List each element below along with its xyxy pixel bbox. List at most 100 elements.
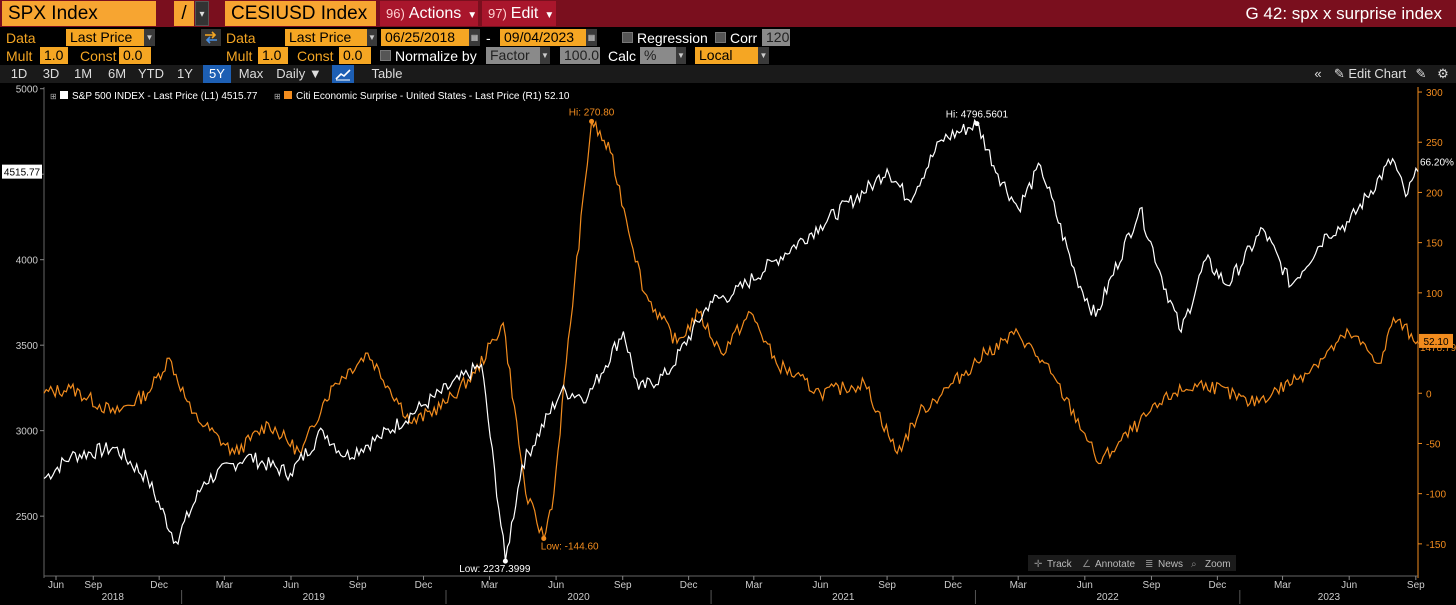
pencil-icon: ✎ [1333, 66, 1345, 81]
price-chart[interactable]: 250030003500400045005000 -150-100-500501… [0, 83, 1456, 605]
security2-field[interactable]: CESIUSD Index [225, 1, 376, 26]
x-tick-label: Dec [680, 580, 698, 591]
frequency-dropdown[interactable]: Daily ▼ [272, 65, 326, 83]
range-3d-button[interactable]: 3D [42, 66, 60, 81]
range-5y-button[interactable]: 5Y [203, 65, 231, 83]
left-tick-label: 3500 [16, 341, 39, 352]
cesi-low-label: Low: -144.60 [541, 541, 599, 552]
annotate-button[interactable]: Annotate [1095, 559, 1135, 570]
corr-period-field[interactable]: 120 [762, 29, 790, 46]
mult2-field[interactable]: 1.0 [258, 47, 288, 64]
line-chart-icon[interactable] [332, 65, 354, 83]
legend-swatch-spx [60, 91, 68, 99]
chevron-down-icon[interactable]: ▼ [758, 47, 769, 64]
range-1m-button[interactable]: 1M [73, 66, 93, 81]
const1-label: Const [80, 48, 117, 64]
const2-field[interactable]: 0.0 [339, 47, 371, 64]
x-tick-label: Sep [614, 580, 632, 591]
data1-select[interactable]: Last Price [66, 29, 144, 46]
right-tick-label: 300 [1426, 88, 1443, 99]
calc-select[interactable]: % [640, 47, 676, 64]
x-tick-label: Sep [1143, 580, 1161, 591]
chevron-down-icon[interactable]: ▼ [144, 29, 155, 46]
swap-icon[interactable] [201, 29, 221, 46]
operator-dropdown-arrow[interactable]: ▾ [195, 1, 209, 26]
data2-label: Data [226, 30, 256, 46]
left-tick-label: 2500 [16, 512, 39, 523]
range-max-button[interactable]: Max [238, 66, 264, 81]
legend-toggle-icon[interactable]: ⊞ [50, 92, 57, 101]
start-date-field[interactable]: 06/25/2018 [381, 29, 469, 46]
right-tick-label: 100 [1426, 289, 1443, 300]
left-tick-label: 5000 [16, 85, 39, 96]
zoom-button[interactable]: Zoom [1205, 559, 1231, 570]
left-tick-label: 3000 [16, 427, 39, 438]
normalize-select[interactable]: Factor [486, 47, 540, 64]
news-button[interactable]: News [1158, 559, 1183, 570]
x-year-label: 2018 [102, 592, 125, 603]
x-tick-label: Jun [283, 580, 299, 591]
table-button[interactable]: Table [371, 66, 403, 81]
chart-overlay-tools: ✛ Track ∠ Annotate ≣ News ⌕ Zoom [1028, 555, 1236, 571]
cesi-last-value-tag [1419, 333, 1453, 348]
spx-last-value: 4515.77 [4, 168, 41, 179]
data2-select[interactable]: Last Price [285, 29, 367, 46]
calendar-icon[interactable]: ▦ [469, 29, 480, 46]
calendar-icon[interactable]: ▦ [586, 29, 597, 46]
range-ytd-button[interactable]: YTD [138, 66, 164, 81]
actions-menu-button[interactable]: 96) Actions ▼ [380, 1, 478, 26]
mult1-label: Mult [6, 48, 33, 64]
regression-checkbox[interactable] [622, 32, 633, 43]
normalize-checkbox[interactable] [380, 50, 391, 61]
track-button[interactable]: Track [1047, 559, 1073, 570]
zoom-icon: ⌕ [1191, 559, 1197, 570]
right-tick-label: 150 [1426, 239, 1443, 250]
chevron-down-icon: ▼ [544, 10, 555, 21]
x-tick-label: Mar [216, 580, 234, 591]
edit-icon[interactable]: ✎ [1415, 66, 1427, 81]
legend-entry-cesi: Citi Economic Surprise - United States -… [296, 91, 570, 102]
x-tick-label: Jun [1077, 580, 1093, 591]
x-year-label: 2023 [1318, 592, 1341, 603]
edit-chart-button[interactable]: ✎ Edit Chart [1331, 65, 1409, 83]
end-date-field[interactable]: 09/04/2023 [500, 29, 586, 46]
corr-label: Corr [730, 30, 758, 46]
legend-toggle-icon[interactable]: ⊞ [274, 92, 281, 101]
range-6m-button[interactable]: 6M [107, 66, 127, 81]
cesi-high-marker [589, 118, 595, 124]
x-tick-label: Dec [415, 580, 433, 591]
chevron-down-icon[interactable]: ▼ [367, 29, 377, 46]
range-1y-button[interactable]: 1Y [177, 66, 193, 81]
const1-field[interactable]: 0.0 [119, 47, 151, 64]
normalize-factor-field[interactable]: 100.0 [560, 47, 600, 64]
x-axis-ticks: Jun Sep Dec Mar Jun Sep Dec Mar Jun Sep Dec Mar Jun S… [48, 576, 1425, 604]
mult1-field[interactable]: 1.0 [40, 47, 68, 64]
x-tick-label: Mar [1010, 580, 1028, 591]
frequency-label: Daily [276, 66, 306, 81]
collapse-icon[interactable]: « [1314, 66, 1322, 81]
chevron-down-icon[interactable]: ▼ [540, 47, 550, 64]
actions-number: 96) [386, 6, 405, 21]
left-tick-label: 4000 [16, 256, 39, 267]
const2-label: Const [297, 48, 334, 64]
corr-checkbox[interactable] [715, 32, 726, 43]
x-tick-label: Dec [1208, 580, 1226, 591]
spx-high-marker [974, 121, 980, 127]
local-select[interactable]: Local [695, 47, 758, 64]
gear-icon[interactable]: ⚙ [1437, 66, 1449, 81]
chevron-down-icon[interactable]: ▼ [676, 47, 686, 64]
right-tick-label: 0 [1426, 389, 1432, 400]
security1-field[interactable]: SPX Index [2, 1, 156, 26]
range-1d-button[interactable]: 1D [10, 66, 28, 81]
x-tick-label: Jun [812, 580, 828, 591]
right-tick-label: -50 [1426, 439, 1441, 450]
edit-label: Edit [510, 5, 539, 22]
legend-entry-spx: S&P 500 INDEX - Last Price (L1) 4515.77 [72, 91, 258, 102]
spx-series-line [43, 118, 1419, 562]
ratio-operator-field[interactable]: / [174, 1, 194, 26]
graph-title: G 42: spx x surprise index [1245, 4, 1442, 23]
cesi-last-value: 52.10 [1423, 337, 1448, 348]
chart-annotations: Hi: 4796.5601 Low: 2237.3999 Hi: 270.80 Low… [2, 107, 1456, 575]
edit-menu-button[interactable]: 97) Edit ▼ [482, 1, 556, 26]
right-tick-label: -150 [1426, 540, 1446, 551]
